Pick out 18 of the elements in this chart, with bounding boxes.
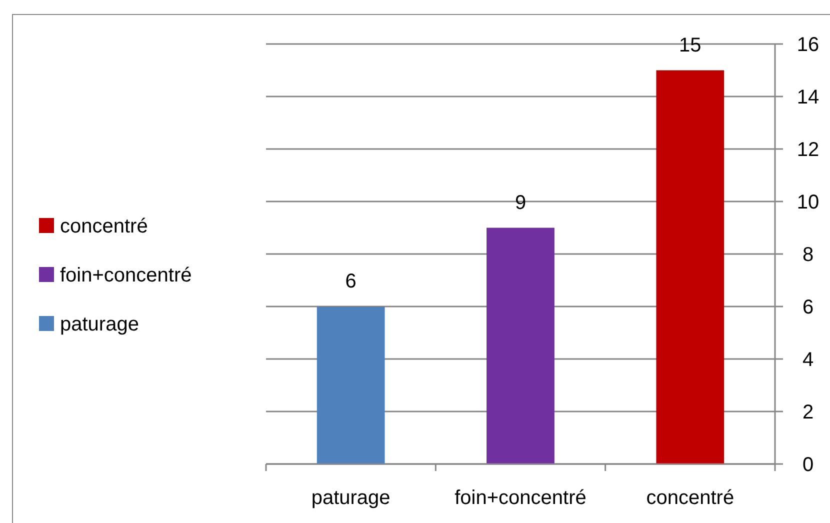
data-label: 9 [514,192,526,214]
data-label: 15 [679,34,702,56]
data-label: 6 [345,270,356,292]
y-tick-label: 14 [796,86,820,108]
legend-label: paturage [60,314,139,336]
legend-label: concentré [60,216,148,238]
y-tick-label: 0 [802,454,814,476]
y-tick-label: 16 [796,34,820,56]
x-tick-label: concentré [646,487,734,509]
x-tick-label: paturage [311,487,390,509]
y-tick-label: 6 [802,296,814,318]
legend-label: foin+concentré [60,264,192,286]
y-tick-label: 4 [802,349,814,371]
y-tick-label: 8 [802,244,814,266]
y-tick-label: 12 [796,139,820,161]
y-tick-label: 10 [796,192,820,214]
y-tick-label: 2 [802,402,814,424]
x-tick-label: foin+concentré [454,487,586,509]
